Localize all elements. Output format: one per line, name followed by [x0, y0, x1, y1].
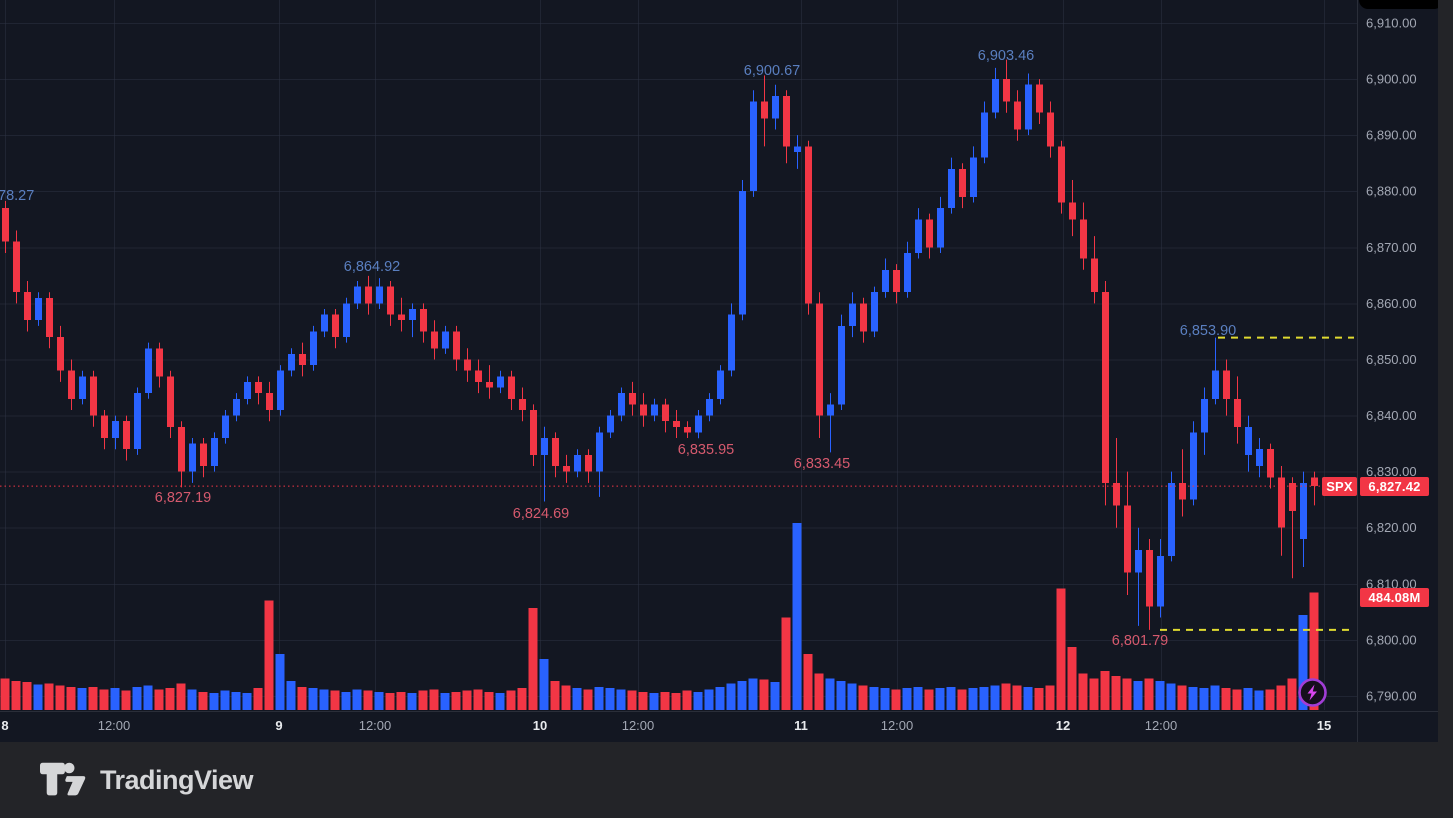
- volume-bars: [0, 522, 1319, 710]
- svg-text:15: 15: [1317, 718, 1331, 733]
- svg-text:12:00: 12:00: [98, 718, 131, 733]
- svg-text:6,840.00: 6,840.00: [1366, 408, 1417, 423]
- svg-text:12: 12: [1056, 718, 1070, 733]
- symbol-badge: SPX: [1322, 477, 1357, 496]
- svg-text:6,900.00: 6,900.00: [1366, 72, 1417, 87]
- svg-text:9: 9: [275, 718, 282, 733]
- svg-text:6,903.46: 6,903.46: [978, 48, 1034, 64]
- svg-text:11: 11: [794, 718, 808, 733]
- svg-text:12:00: 12:00: [622, 718, 655, 733]
- svg-text:6,864.92: 6,864.92: [344, 259, 400, 275]
- lightning-bolt-icon: [1298, 678, 1327, 707]
- svg-text:12:00: 12:00: [881, 718, 914, 733]
- svg-text:6,850.00: 6,850.00: [1366, 352, 1417, 367]
- svg-text:6,827.19: 6,827.19: [155, 490, 211, 506]
- grid-lines: [0, 0, 1357, 710]
- price-axis[interactable]: 6,910.00 6,900.00 6,890.00 6,880.00 6,870.00…: [1366, 16, 1417, 704]
- axis-borders: [0, 0, 1438, 742]
- svg-text:6,870.00: 6,870.00: [1366, 240, 1417, 255]
- candles: [2, 59, 1318, 630]
- time-axis[interactable]: 8 12:00 9 12:00 10 12:00 11 12:00 12 12:00 15: [1, 718, 1331, 733]
- high-low-level-lines: [1160, 336, 1354, 631]
- svg-text:78.27: 78.27: [0, 188, 34, 204]
- svg-text:6,790.00: 6,790.00: [1366, 688, 1417, 703]
- svg-text:6,800.00: 6,800.00: [1366, 632, 1417, 647]
- svg-text:6,824.69: 6,824.69: [513, 506, 569, 522]
- last-price-badge: 6,827.42: [1360, 477, 1429, 496]
- svg-text:8: 8: [1, 718, 8, 733]
- svg-text:12:00: 12:00: [1145, 718, 1178, 733]
- svg-text:6,835.95: 6,835.95: [678, 442, 734, 458]
- tradingview-logo-icon: [40, 762, 86, 796]
- svg-text:6,833.45: 6,833.45: [794, 456, 850, 472]
- tradingview-chart-widget: 78.27 6,864.92 6,900.67 6,903.46 6,853.90 6,8…: [0, 0, 1438, 742]
- svg-text:6,900.67: 6,900.67: [744, 63, 800, 79]
- svg-text:6,910.00: 6,910.00: [1366, 16, 1417, 31]
- svg-text:6,860.00: 6,860.00: [1366, 296, 1417, 311]
- svg-text:6,820.00: 6,820.00: [1366, 520, 1417, 535]
- tradingview-logo-text: TradingView: [100, 764, 254, 795]
- tradingview-logo[interactable]: TradingView: [40, 758, 254, 802]
- svg-text:6,810.00: 6,810.00: [1366, 576, 1417, 591]
- price-annotations: 78.27 6,864.92 6,900.67 6,903.46 6,853.90 6,8…: [0, 48, 1236, 649]
- svg-text:6,830.00: 6,830.00: [1366, 464, 1417, 479]
- svg-text:6,890.00: 6,890.00: [1366, 128, 1417, 143]
- svg-text:6,853.90: 6,853.90: [1180, 323, 1236, 339]
- top-right-pill[interactable]: [1359, 0, 1438, 9]
- svg-text:10: 10: [533, 718, 547, 733]
- svg-text:6,801.79: 6,801.79: [1112, 633, 1168, 649]
- candlestick-chart[interactable]: 78.27 6,864.92 6,900.67 6,903.46 6,853.90 6,8…: [0, 0, 1438, 742]
- boost-button[interactable]: [1294, 674, 1331, 711]
- volume-badge: 484.08M: [1360, 588, 1429, 607]
- svg-text:6,880.00: 6,880.00: [1366, 184, 1417, 199]
- svg-text:12:00: 12:00: [359, 718, 392, 733]
